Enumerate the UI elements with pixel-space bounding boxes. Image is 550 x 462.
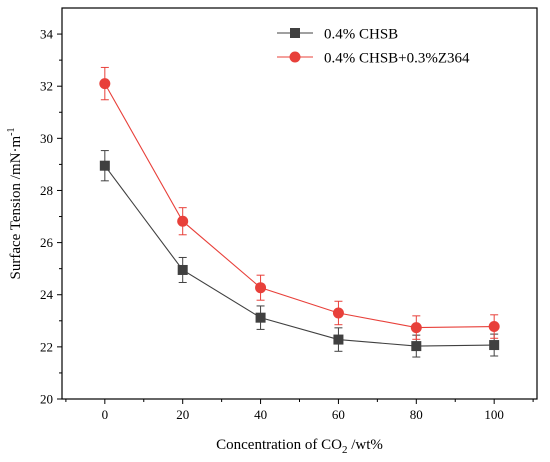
legend-label: 0.4% CHSB+0.3%Z364 (324, 51, 470, 67)
y-tick-label: 32 (40, 79, 53, 94)
x-tick-label: 100 (484, 407, 504, 422)
x-tick-label: 60 (332, 407, 345, 422)
legend-label: 0.4% CHSB (324, 27, 398, 43)
x-axis-label: Concentration of CO2 /wt% (216, 437, 383, 456)
y-tick-label: 24 (40, 287, 54, 302)
data-point (489, 340, 500, 351)
data-point (255, 312, 266, 323)
data-point (411, 341, 422, 352)
series-1 (99, 150, 500, 358)
x-tick-label: 0 (102, 407, 109, 422)
x-axis-label-main: Concentration of CO (216, 437, 342, 453)
y-axis-label: Surface Tension /mN·m-1 (6, 128, 24, 280)
legend-marker (290, 28, 300, 38)
x-axis-label-tail: /wt% (347, 437, 382, 453)
series-group (99, 66, 500, 358)
y-tick-label: 34 (40, 27, 54, 42)
x-tick-label: 80 (410, 407, 423, 422)
series-line (104, 165, 495, 347)
data-point (488, 321, 500, 333)
y-tick-label: 26 (40, 235, 54, 250)
legend: 0.4% CHSB 0.4% CHSB+0.3%Z364 (277, 27, 470, 67)
data-point (333, 334, 344, 345)
data-point (332, 307, 344, 319)
data-point (177, 264, 188, 275)
y-axis-label-superscript: -1 (6, 128, 17, 136)
data-point (99, 160, 110, 171)
legend-marker (289, 51, 301, 63)
series-2 (99, 66, 500, 340)
y-tick-label: 20 (40, 392, 53, 407)
x-tick-label: 40 (254, 407, 267, 422)
y-tick-label: 28 (40, 183, 53, 198)
y-tick-label: 22 (40, 339, 53, 354)
axes: 0 20 40 60 80 100 20 22 24 26 28 30 32 34 (40, 27, 534, 422)
data-point (255, 282, 267, 294)
x-axis-label-subscript: 2 (342, 444, 348, 456)
data-point (410, 322, 422, 334)
series-line (104, 83, 495, 329)
data-point (177, 215, 189, 227)
x-tick-label: 20 (176, 407, 189, 422)
data-point (99, 78, 111, 90)
y-tick-label: 30 (40, 131, 53, 146)
y-axis-label-main: Surface Tension /mN·m (8, 136, 24, 280)
